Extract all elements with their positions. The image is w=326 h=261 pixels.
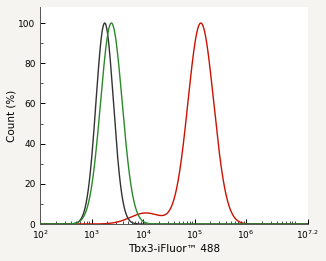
X-axis label: Tbx3-iFluor™ 488: Tbx3-iFluor™ 488 <box>128 244 220 254</box>
Y-axis label: Count (%): Count (%) <box>7 89 17 142</box>
